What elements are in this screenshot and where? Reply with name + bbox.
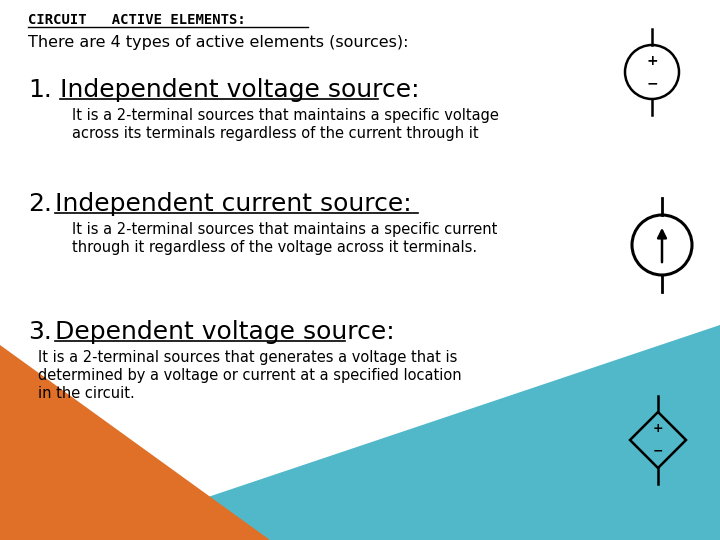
Text: in the circuit.: in the circuit. (38, 386, 135, 401)
Polygon shape (0, 345, 270, 540)
Text: Independent current source:: Independent current source: (55, 192, 412, 216)
Text: −: − (653, 444, 663, 457)
Text: 2.: 2. (28, 192, 52, 216)
Text: 1.: 1. (28, 78, 52, 102)
Text: 3.: 3. (28, 320, 52, 344)
Text: It is a 2-terminal sources that maintains a specific current: It is a 2-terminal sources that maintain… (72, 222, 498, 237)
Polygon shape (80, 325, 720, 540)
Text: It is a 2-terminal sources that maintains a specific voltage: It is a 2-terminal sources that maintain… (72, 108, 499, 123)
Text: through it regardless of the voltage across it terminals.: through it regardless of the voltage acr… (72, 240, 477, 255)
Text: across its terminals regardless of the current through it: across its terminals regardless of the c… (72, 126, 479, 141)
Text: Dependent voltage source:: Dependent voltage source: (55, 320, 395, 344)
Text: Independent voltage source:: Independent voltage source: (60, 78, 420, 102)
Text: It is a 2-terminal sources that generates a voltage that is: It is a 2-terminal sources that generate… (38, 350, 457, 365)
Text: CIRCUIT   ACTIVE ELEMENTS:: CIRCUIT ACTIVE ELEMENTS: (28, 13, 246, 27)
Text: +: + (653, 422, 663, 435)
Text: There are 4 types of active elements (sources):: There are 4 types of active elements (so… (28, 35, 408, 50)
Text: determined by a voltage or current at a specified location: determined by a voltage or current at a … (38, 368, 462, 383)
Text: −: − (646, 76, 658, 90)
Text: +: + (646, 54, 658, 68)
